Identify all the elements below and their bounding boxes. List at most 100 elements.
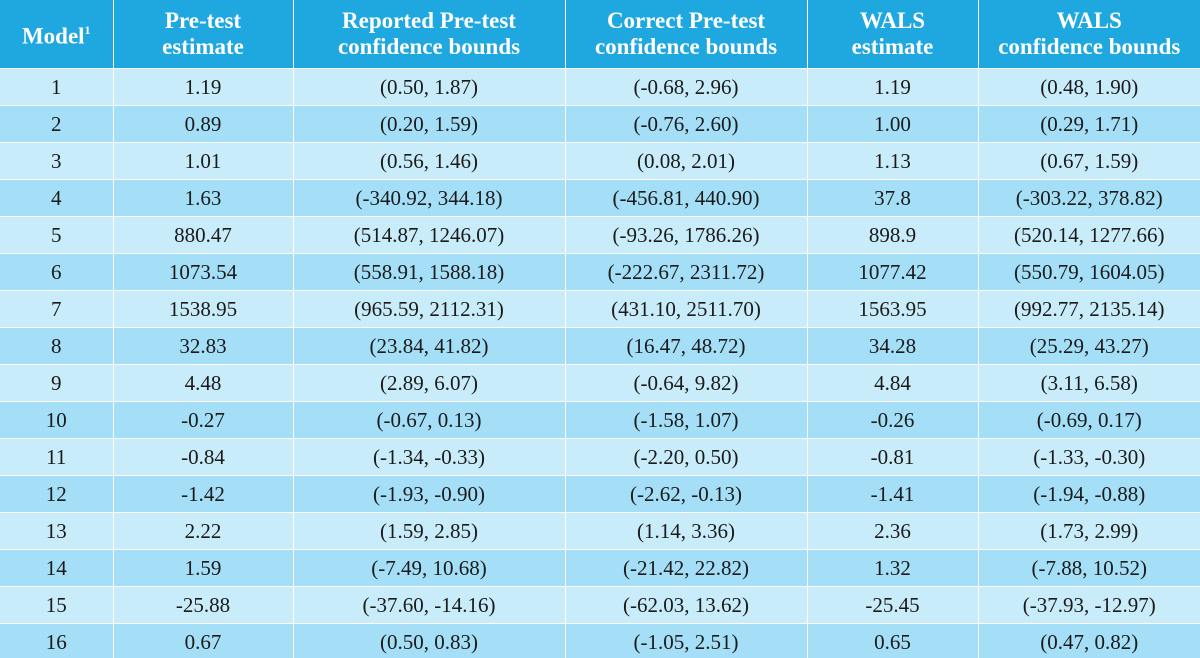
pretest-estimate-cell: 1073.54 bbox=[112, 253, 293, 291]
table-row: 3 1.01 (0.56, 1.46) (0.08, 2.01) 1.13 (0.67, … bbox=[0, 142, 1200, 180]
correct-pretest-bounds-cell: (0.08, 2.01) bbox=[564, 142, 807, 180]
pretest-estimate-cell: 32.83 bbox=[112, 327, 293, 365]
wals-estimate-cell: 4.84 bbox=[806, 364, 978, 402]
reported-pretest-bounds-cell: (-340.92, 344.18) bbox=[292, 179, 565, 217]
model-cell: 8 bbox=[0, 327, 113, 365]
header-correct-pretest-bounds: Correct Pre-test confidence bounds bbox=[564, 0, 807, 69]
model-cell: 12 bbox=[0, 475, 113, 513]
table-body: 1 1.19 (0.50, 1.87) (-0.68, 2.96) 1.19 (0.48,… bbox=[0, 68, 1200, 658]
header-model-label: Model bbox=[21, 23, 85, 49]
model-cell: 5 bbox=[0, 216, 113, 254]
wals-bounds-cell: (-1.94, -0.88) bbox=[977, 475, 1200, 513]
wals-bounds-cell: (520.14, 1277.66) bbox=[977, 216, 1200, 254]
header-wals-bounds-line2: confidence bounds bbox=[998, 34, 1181, 59]
wals-bounds-cell: (550.79, 1604.05) bbox=[977, 253, 1200, 291]
wals-estimate-cell: 1563.95 bbox=[806, 290, 978, 328]
header-model-footnote-marker: 1 bbox=[84, 23, 91, 38]
wals-bounds-cell: (-1.33, -0.30) bbox=[977, 438, 1200, 476]
table-row: 8 32.83 (23.84, 41.82) (16.47, 48.72) 34.28(… bbox=[0, 327, 1200, 365]
wals-estimate-cell: 1.00 bbox=[806, 105, 978, 143]
pretest-estimate-cell: 1.63 bbox=[112, 179, 293, 217]
pretest-estimate-cell: 2.22 bbox=[112, 512, 293, 550]
correct-pretest-bounds-cell: (-1.05, 2.51) bbox=[564, 623, 807, 658]
pretest-estimate-cell: 1.19 bbox=[112, 68, 293, 106]
pretest-estimate-cell: 1538.95 bbox=[112, 290, 293, 328]
correct-pretest-bounds-cell: (1.14, 3.36) bbox=[564, 512, 807, 550]
model-cell: 13 bbox=[0, 512, 113, 550]
table-row: 5 880.47 (514.87, 1246.07) (-93.26, 1786.26… bbox=[0, 216, 1200, 254]
header-pretest-estimate-line1: Pre-test bbox=[164, 8, 242, 33]
table-row: 15 -25.88 (-37.60, -14.16) (-62.03, 13.62) -… bbox=[0, 586, 1200, 624]
reported-pretest-bounds-cell: (0.56, 1.46) bbox=[292, 142, 565, 180]
correct-pretest-bounds-cell: (-456.81, 440.90) bbox=[564, 179, 807, 217]
model-cell: 2 bbox=[0, 105, 113, 143]
reported-pretest-bounds-cell: (23.84, 41.82) bbox=[292, 327, 565, 365]
pretest-estimate-cell: 1.01 bbox=[112, 142, 293, 180]
wals-bounds-cell: (-0.69, 0.17) bbox=[977, 401, 1200, 439]
model-cell: 10 bbox=[0, 401, 113, 439]
pretest-estimate-cell: 880.47 bbox=[112, 216, 293, 254]
wals-bounds-cell: (992.77, 2135.14) bbox=[977, 290, 1200, 328]
wals-estimate-cell: 1.32 bbox=[806, 549, 978, 587]
header-wals-estimate: WALS estimate bbox=[806, 0, 978, 69]
wals-bounds-cell: (-7.88, 10.52) bbox=[977, 549, 1200, 587]
wals-estimate-cell: 34.28 bbox=[806, 327, 978, 365]
model-cell: 14 bbox=[0, 549, 113, 587]
pretest-estimate-cell: 0.67 bbox=[112, 623, 293, 658]
pretest-estimate-cell: -0.84 bbox=[112, 438, 293, 476]
header-model: Model1 bbox=[0, 0, 113, 69]
wals-estimate-cell: 37.8 bbox=[806, 179, 978, 217]
wals-estimate-cell: 0.65 bbox=[806, 623, 978, 658]
wals-bounds-cell: (3.11, 6.58) bbox=[977, 364, 1200, 402]
table-row: 11 -0.84 (-1.34, -0.33) (-2.20, 0.50) -0.81(… bbox=[0, 438, 1200, 476]
correct-pretest-bounds-cell: (-2.20, 0.50) bbox=[564, 438, 807, 476]
wals-estimate-cell: 1077.42 bbox=[806, 253, 978, 291]
wals-estimate-cell: 2.36 bbox=[806, 512, 978, 550]
table-row: 14 1.59 (-7.49, 10.68) (-21.42, 22.82) 1.32(… bbox=[0, 549, 1200, 587]
wals-bounds-cell: (0.48, 1.90) bbox=[977, 68, 1200, 106]
reported-pretest-bounds-cell: (558.91, 1588.18) bbox=[292, 253, 565, 291]
reported-pretest-bounds-cell: (0.50, 1.87) bbox=[292, 68, 565, 106]
table-row: 10 -0.27 (-0.67, 0.13) (-1.58, 1.07) -0.26 (-… bbox=[0, 401, 1200, 439]
reported-pretest-bounds-cell: (-0.67, 0.13) bbox=[292, 401, 565, 439]
header-wals-bounds: WALS confidence bounds bbox=[977, 0, 1200, 69]
wals-bounds-cell: (0.67, 1.59) bbox=[977, 142, 1200, 180]
header-pretest-estimate-line2: estimate bbox=[162, 34, 244, 59]
wals-estimate-cell: -1.41 bbox=[806, 475, 978, 513]
model-cell: 3 bbox=[0, 142, 113, 180]
table-header: Model1 Pre-test estimate Reported Pre-te… bbox=[0, 0, 1200, 69]
wals-bounds-cell: (1.73, 2.99) bbox=[977, 512, 1200, 550]
correct-pretest-bounds-cell: (-222.67, 2311.72) bbox=[564, 253, 807, 291]
wals-bounds-cell: (25.29, 43.27) bbox=[977, 327, 1200, 365]
model-cell: 1 bbox=[0, 68, 113, 106]
header-correct-pretest-bounds-line1: Correct Pre-test bbox=[606, 8, 766, 33]
model-cell: 9 bbox=[0, 364, 113, 402]
header-correct-pretest-bounds-line2: confidence bounds bbox=[594, 34, 778, 59]
reported-pretest-bounds-cell: (-1.93, -0.90) bbox=[292, 475, 565, 513]
wals-bounds-cell: (0.29, 1.71) bbox=[977, 105, 1200, 143]
table-row: 2 0.89 (0.20, 1.59) (-0.76, 2.60) 1.00 (0.29,… bbox=[0, 105, 1200, 143]
pretest-estimate-cell: -1.42 bbox=[112, 475, 293, 513]
table-row: 4 1.63 (-340.92, 344.18) (-456.81, 440.90) 3… bbox=[0, 179, 1200, 217]
correct-pretest-bounds-cell: (-93.26, 1786.26) bbox=[564, 216, 807, 254]
header-pretest-estimate: Pre-test estimate bbox=[112, 0, 293, 69]
correct-pretest-bounds-cell: (-62.03, 13.62) bbox=[564, 586, 807, 624]
pretest-estimate-cell: 0.89 bbox=[112, 105, 293, 143]
reported-pretest-bounds-cell: (-7.49, 10.68) bbox=[292, 549, 565, 587]
wals-estimate-cell: 1.13 bbox=[806, 142, 978, 180]
wals-estimate-cell: 898.9 bbox=[806, 216, 978, 254]
reported-pretest-bounds-cell: (-37.60, -14.16) bbox=[292, 586, 565, 624]
wals-bounds-cell: (-37.93, -12.97) bbox=[977, 586, 1200, 624]
model-cell: 16 bbox=[0, 623, 113, 658]
reported-pretest-bounds-cell: (0.50, 0.83) bbox=[292, 623, 565, 658]
table-row: 9 4.48 (2.89, 6.07) (-0.64, 9.82) 4.84 (3.11,… bbox=[0, 364, 1200, 402]
header-row: Model1 Pre-test estimate Reported Pre-te… bbox=[0, 0, 1200, 69]
header-reported-pretest-bounds-line1: Reported Pre-test bbox=[342, 8, 516, 33]
correct-pretest-bounds-cell: (-1.58, 1.07) bbox=[564, 401, 807, 439]
table-row: 7 1538.95 (965.59, 2112.31) (431.10, 2511.7… bbox=[0, 290, 1200, 328]
reported-pretest-bounds-cell: (965.59, 2112.31) bbox=[292, 290, 565, 328]
pretest-estimate-cell: -25.88 bbox=[112, 586, 293, 624]
wals-estimate-cell: 1.19 bbox=[806, 68, 978, 106]
correct-pretest-bounds-cell: (16.47, 48.72) bbox=[564, 327, 807, 365]
